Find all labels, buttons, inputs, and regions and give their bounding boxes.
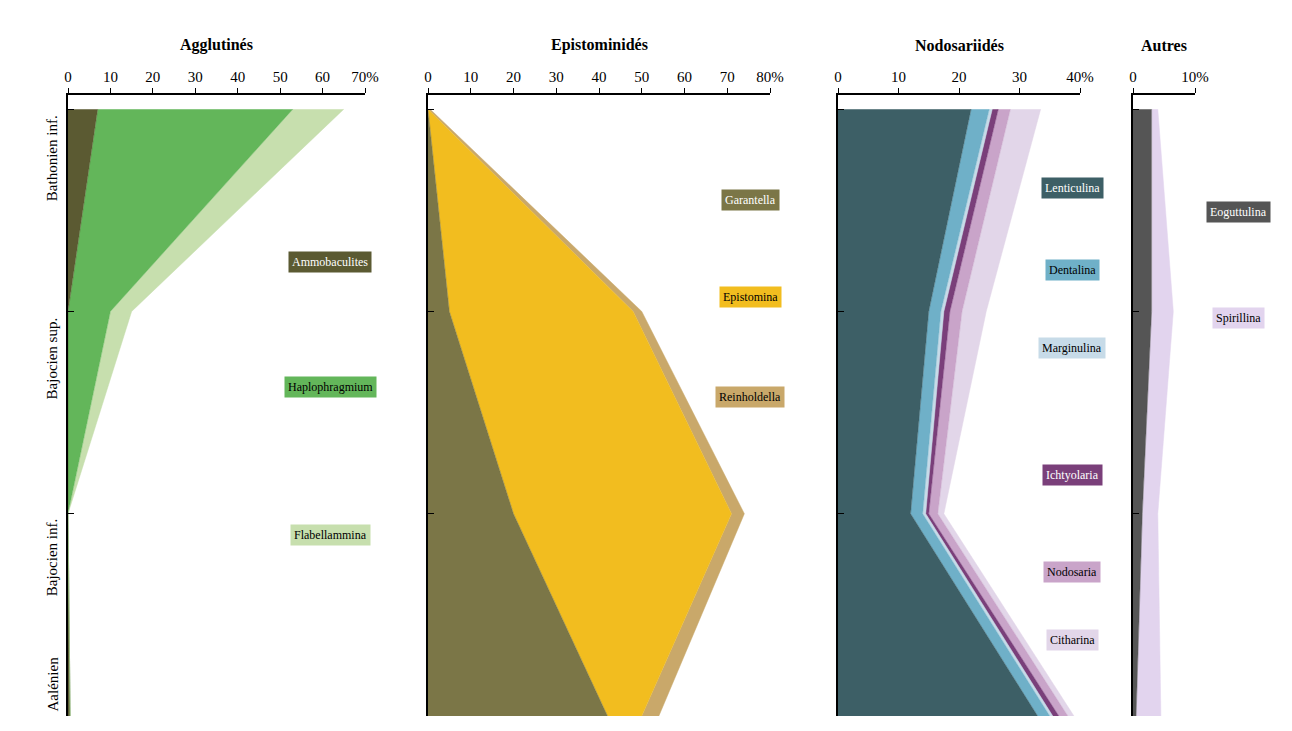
svg-text:10: 10 <box>463 69 478 85</box>
svg-text:Spirillina: Spirillina <box>1216 311 1261 325</box>
svg-text:Aalénien: Aalénien <box>45 657 61 712</box>
svg-text:10: 10 <box>891 69 906 85</box>
svg-text:Ichtyolaria: Ichtyolaria <box>1046 468 1099 482</box>
svg-text:20: 20 <box>145 69 160 85</box>
svg-text:Ammobaculites: Ammobaculites <box>292 255 368 269</box>
svg-text:10%: 10% <box>1181 69 1209 85</box>
svg-text:40: 40 <box>592 69 607 85</box>
svg-text:Bathonien inf.: Bathonien inf. <box>44 115 60 201</box>
svg-text:60: 60 <box>315 69 330 85</box>
svg-text:Haplophragmium: Haplophragmium <box>288 380 373 394</box>
svg-text:50: 50 <box>634 69 649 85</box>
svg-text:Flabellammina: Flabellammina <box>294 528 367 542</box>
svg-text:40: 40 <box>230 69 245 85</box>
svg-text:Agglutinés: Agglutinés <box>180 36 253 54</box>
svg-text:Autres: Autres <box>1141 37 1187 54</box>
svg-text:Reinholdella: Reinholdella <box>719 390 781 404</box>
svg-text:Epistominidés: Epistominidés <box>551 36 648 54</box>
svg-text:0: 0 <box>424 69 432 85</box>
svg-text:40%: 40% <box>1066 69 1094 85</box>
svg-text:Epistomina: Epistomina <box>723 290 778 304</box>
svg-text:60: 60 <box>677 69 692 85</box>
svg-text:80%: 80% <box>756 69 784 85</box>
svg-text:Marginulina: Marginulina <box>1042 341 1102 355</box>
svg-text:70%: 70% <box>351 69 379 85</box>
svg-text:0: 0 <box>64 69 72 85</box>
svg-text:Eoguttulina: Eoguttulina <box>1210 205 1267 219</box>
svg-text:0: 0 <box>834 69 842 85</box>
svg-text:30: 30 <box>188 69 203 85</box>
svg-text:Bajocien inf.: Bajocien inf. <box>44 519 60 596</box>
svg-text:20: 20 <box>506 69 521 85</box>
svg-text:10: 10 <box>103 69 118 85</box>
svg-text:20: 20 <box>952 69 967 85</box>
svg-text:Citharina: Citharina <box>1050 633 1095 647</box>
svg-text:Dentalina: Dentalina <box>1049 263 1096 277</box>
svg-text:Lenticulina: Lenticulina <box>1045 181 1100 195</box>
svg-text:Nodosariidés: Nodosariidés <box>915 37 1004 54</box>
svg-text:30: 30 <box>1012 69 1027 85</box>
svg-text:Nodosaria: Nodosaria <box>1047 565 1097 579</box>
svg-text:Bajocien sup.: Bajocien sup. <box>44 318 60 400</box>
svg-text:50: 50 <box>273 69 288 85</box>
svg-text:70: 70 <box>720 69 735 85</box>
svg-text:30: 30 <box>549 69 564 85</box>
svg-text:0: 0 <box>1129 69 1137 85</box>
svg-text:Garantella: Garantella <box>725 193 776 207</box>
